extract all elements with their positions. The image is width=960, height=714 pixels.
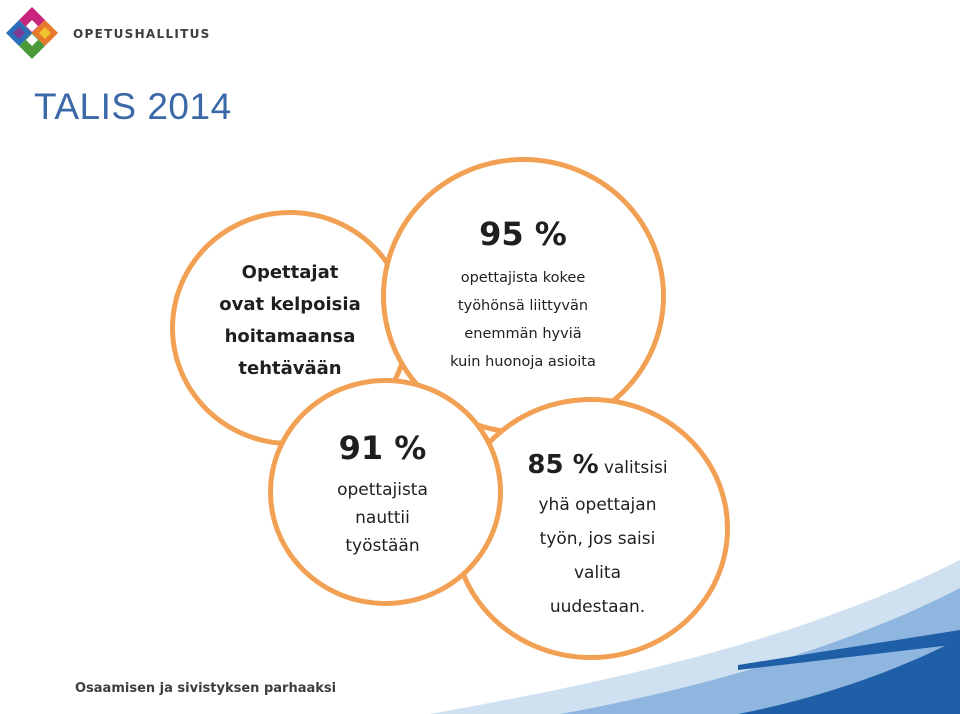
text-line: Opettajat bbox=[241, 262, 339, 283]
text-line: ovat kelpoisia bbox=[219, 294, 361, 315]
percent-value: 91 % bbox=[338, 429, 427, 467]
percent-value: 85 % bbox=[527, 450, 599, 480]
opetushallitus-logo-icon bbox=[6, 7, 58, 59]
choose-again-text: 85 % valitsisi yhä opettajan työn, jos s… bbox=[490, 447, 705, 624]
text-line: kuin huonoja asioita bbox=[450, 354, 596, 370]
text-line: uudestaan. bbox=[549, 597, 646, 617]
text-line: opettajista bbox=[337, 480, 428, 500]
enjoy-work-text: 91 % opettajista nauttii työstään bbox=[290, 428, 475, 560]
text-line: työhönsä liittyvän bbox=[457, 298, 589, 314]
footer-slogan: Osaamisen ja sivistyksen parhaaksi bbox=[75, 681, 337, 696]
text-line: työstään bbox=[345, 536, 420, 556]
text-line: valita bbox=[573, 563, 621, 583]
text-line: yhä opettajan bbox=[538, 495, 657, 515]
circle-91-percent bbox=[268, 378, 503, 606]
text-line: hoitamaansa bbox=[224, 326, 356, 347]
text-line: työn, jos saisi bbox=[539, 529, 656, 549]
page-title: TALIS 2014 bbox=[34, 86, 232, 127]
qualified-text: Opettajat ovat kelpoisia hoitamaansa teh… bbox=[200, 257, 380, 385]
footer-swoosh-decoration bbox=[430, 560, 960, 714]
logo-text: OPETUSHALLITUS bbox=[73, 27, 211, 41]
text-line: valitsisi bbox=[603, 458, 668, 478]
text-line: enemmän hyviä bbox=[464, 326, 582, 342]
positive-work-text: 95 % opettajista kokee työhönsä liittyvä… bbox=[418, 214, 628, 376]
text-line: opettajista kokee bbox=[460, 270, 586, 286]
text-line: tehtävään bbox=[238, 358, 342, 379]
percent-value: 95 % bbox=[479, 215, 567, 253]
text-line: nauttii bbox=[355, 508, 410, 528]
